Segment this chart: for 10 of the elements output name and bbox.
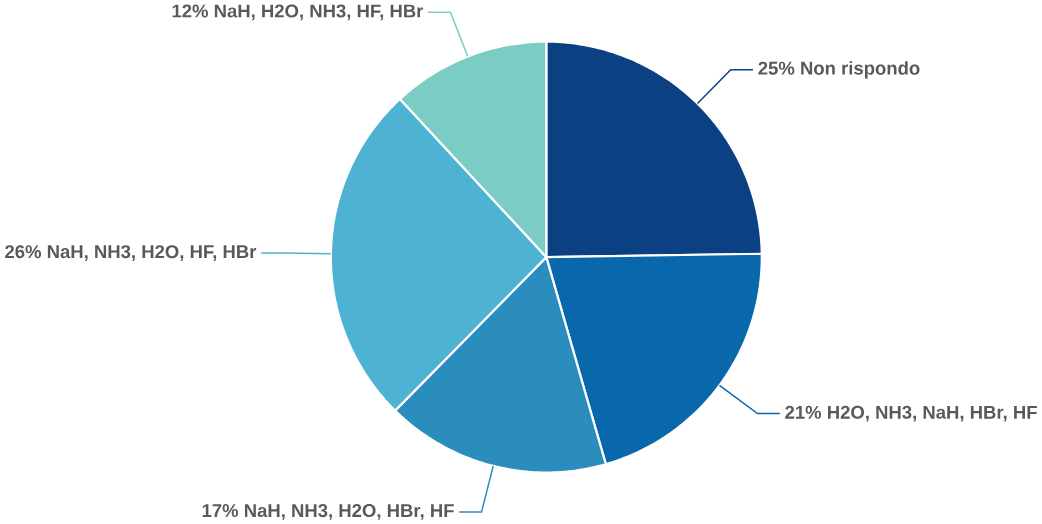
slice-label: H2O, NH3, NaH, HBr, HF xyxy=(827,405,1037,422)
slice-label: NaH, NH3, H2O, HF, HBr xyxy=(47,245,257,261)
slice-label: Non rispondo xyxy=(801,61,920,79)
data-label: 25% xyxy=(758,61,795,75)
data-label: 21% xyxy=(785,405,822,419)
slice-label: NaH, H2O, NH3, HF, HBr xyxy=(214,4,424,21)
data-label: 26% xyxy=(5,245,42,259)
data-label: 17% xyxy=(202,503,239,517)
data-label: 12% xyxy=(172,4,209,18)
slice-label: NaH, NH3, H2O, HBr, HF xyxy=(244,503,454,520)
